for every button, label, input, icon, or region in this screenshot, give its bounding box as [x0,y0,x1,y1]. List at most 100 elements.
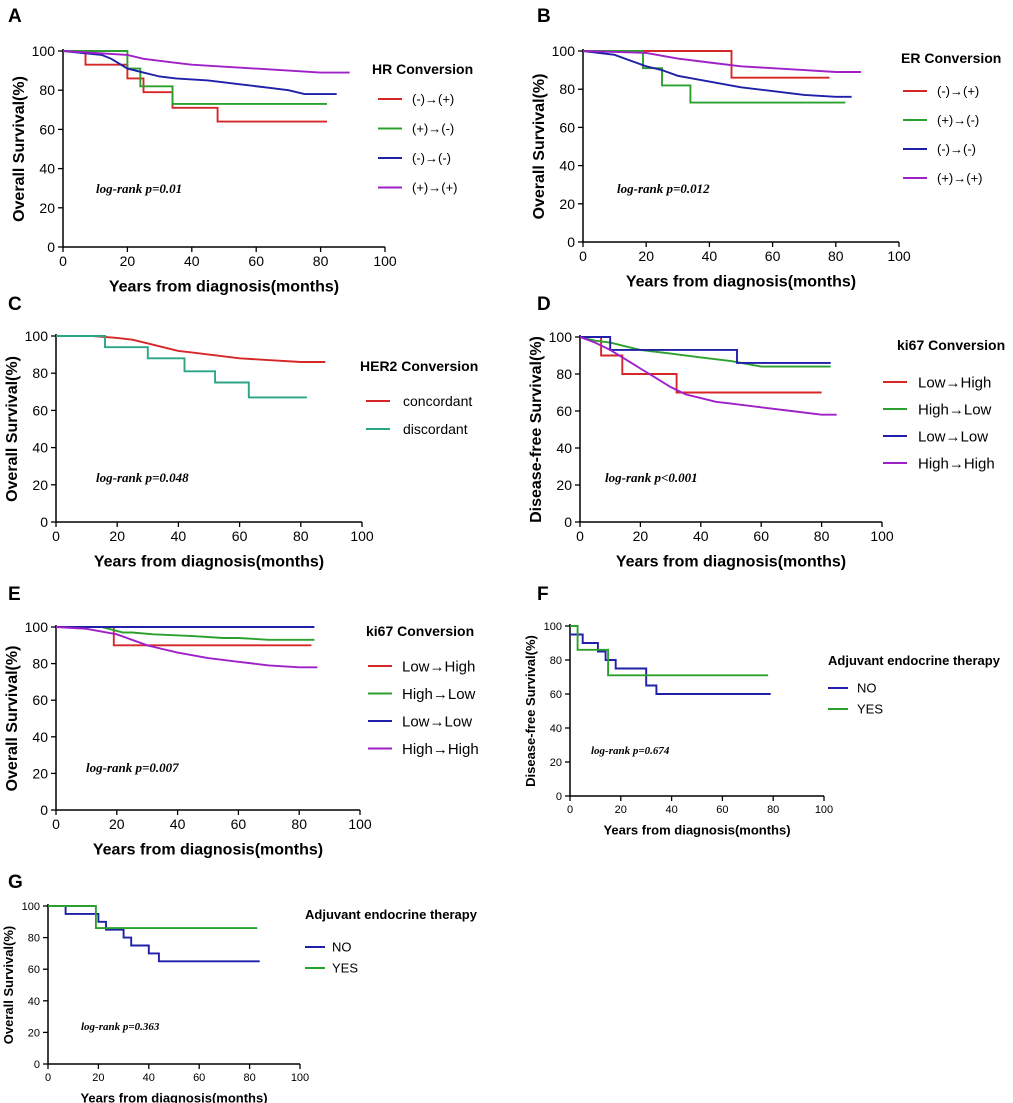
y-tick-label: 0 [47,239,55,255]
y-axis-title: Overall Survival(%) [4,356,21,502]
x-tick-label: 80 [293,528,309,544]
y-tick-label: 60 [32,692,48,708]
legend-entry: YES [332,961,358,976]
logrank-annotation: log-rank p=0.007 [86,760,179,775]
legend-title: Adjuvant endocrine therapy [305,907,478,922]
series-line-discordant [56,335,307,399]
panel-b: B 0 20 40 60 80 100 0 20 40 60 80 100 Years from diag… [531,6,1001,290]
y-axis-title: Disease-free Survival(%) [528,336,545,523]
x-tick-label: 100 [291,1072,309,1084]
x-tick-label: 60 [765,248,781,264]
logrank-annotation: log-rank p=0.674 [591,745,670,757]
series-line-yes [570,625,769,677]
panel-d: D 0 20 40 60 80 100 0 20 40 60 80 100 Years from diag… [528,294,1005,570]
x-tick-label: 0 [52,528,60,544]
y-tick-label: 0 [564,514,572,530]
logrank-annotation: log-rank p=0.363 [81,1021,160,1033]
y-tick-label: 100 [549,329,573,345]
x-axis-title: Years from diagnosis(months) [80,1091,267,1103]
y-axis-title: Overall Survival(%) [1,926,16,1045]
x-tick-label: 80 [291,816,307,832]
y-tick-label: 40 [28,996,40,1008]
y-tick-label: 40 [32,729,48,745]
y-tick-label: 60 [32,402,48,418]
legend-entry: concordant [403,393,472,409]
legend-title: ER Conversion [901,50,1001,66]
legend-entry: (-)→(+) [412,92,454,107]
series-line-- [582,50,862,73]
series-line-high-high [579,336,837,416]
legend-entry: NO [332,940,352,955]
legend-title: HER2 Conversion [360,358,478,374]
x-tick-label: 100 [870,528,894,544]
panel-letter-d: D [537,294,551,315]
x-axis-title: Years from diagnosis(months) [603,823,790,838]
x-tick-label: 20 [120,253,136,269]
panel-letter-f: F [537,584,549,605]
x-tick-label: 0 [567,804,573,816]
x-tick-label: 60 [248,253,264,269]
x-tick-label: 0 [579,248,587,264]
x-tick-label: 20 [109,816,125,832]
x-tick-label: 80 [767,804,779,816]
series-line-low-high [580,336,822,394]
y-axis-title: Overall Survival(%) [4,646,21,792]
x-tick-label: 100 [350,528,374,544]
x-axis-title: Years from diagnosis(months) [109,278,339,295]
x-tick-label: 40 [693,528,709,544]
x-tick-label: 20 [638,248,654,264]
x-axis-title: Years from diagnosis(months) [93,841,323,858]
y-tick-label: 100 [32,43,56,59]
y-tick-label: 60 [550,689,562,701]
legend-entry: High→High [402,741,479,758]
y-tick-label: 80 [32,656,48,672]
y-tick-label: 20 [32,765,48,781]
series-line-- [583,50,830,79]
legend-entry: discordant [403,421,468,437]
x-tick-label: 60 [232,528,248,544]
x-tick-label: 0 [45,1072,51,1084]
legend-entry: Low→High [918,374,991,391]
legend-entry: (-)→(-) [937,142,976,157]
y-axis-title: Overall Survival(%) [531,74,548,220]
y-tick-label: 80 [39,82,55,98]
y-tick-label: 100 [25,328,49,344]
y-axis-title: Disease-free Survival(%) [523,635,538,787]
x-tick-label: 60 [716,804,728,816]
legend-entry: YES [857,702,883,717]
x-tick-label: 40 [170,816,186,832]
y-tick-label: 40 [556,440,572,456]
logrank-annotation: log-rank p=0.012 [617,181,710,196]
panel-letter-g: G [8,872,23,893]
legend-title: HR Conversion [372,61,473,77]
x-tick-label: 40 [665,804,677,816]
x-tick-label: 60 [231,816,247,832]
x-tick-label: 100 [815,804,833,816]
x-axis-title: Years from diagnosis(months) [616,553,846,570]
x-tick-label: 80 [243,1072,255,1084]
x-tick-label: 40 [184,253,200,269]
y-tick-label: 0 [34,1059,40,1071]
legend-title: ki67 Conversion [366,623,474,639]
panel-letter-e: E [8,584,21,605]
legend-entry: NO [857,681,877,696]
logrank-annotation: log-rank p=0.01 [96,181,182,196]
panel-g: G 0 20 40 60 80 100 0 20 40 60 80 100 Years from diag… [1,872,478,1103]
legend-entry: (+)→(-) [412,121,454,136]
x-axis-title: Years from diagnosis(months) [94,553,324,570]
legend-entry: Low→High [402,658,475,675]
x-tick-label: 40 [171,528,187,544]
series-line-low-low [580,336,831,364]
x-tick-label: 100 [373,253,397,269]
y-tick-label: 80 [559,81,575,97]
y-tick-label: 80 [550,655,562,667]
x-axis-title: Years from diagnosis(months) [626,273,856,290]
x-tick-label: 100 [348,816,372,832]
y-tick-label: 20 [39,200,55,216]
y-tick-label: 60 [559,119,575,135]
x-tick-label: 100 [887,248,911,264]
y-tick-label: 20 [28,1027,40,1039]
series-line-- [62,50,337,96]
legend-entry: High→Low [402,686,476,703]
